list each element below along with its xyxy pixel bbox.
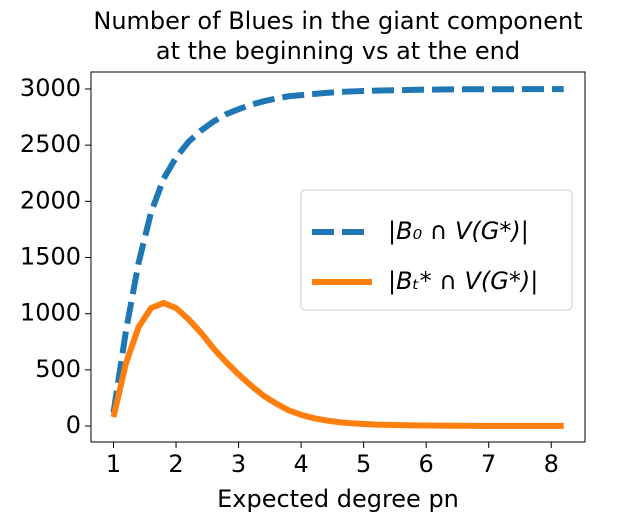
line-series	[110, 299, 564, 429]
plot-frame	[90, 71, 586, 443]
legend-label: |Bₜ* ∩ V(G*)|	[388, 267, 538, 295]
chart-title: Number of Blues in the giant component	[93, 7, 582, 35]
chart-title: at the beginning vs at the end	[156, 37, 520, 65]
x-tick-label: 8	[544, 450, 559, 478]
x-tick-label: 2	[168, 450, 183, 478]
x-tick-label: 7	[481, 450, 496, 478]
legend-label: |B₀ ∩ V(G*)|	[388, 217, 529, 245]
x-axis-label: Expected degree pn	[217, 485, 459, 513]
y-tick-label: 1500	[20, 243, 81, 271]
legend: |B₀ ∩ V(G*)| |Bₜ* ∩ V(G*)|	[300, 189, 573, 311]
y-tick-label: 2000	[20, 186, 81, 214]
x-tick-label: 1	[106, 450, 121, 478]
y-tick-label: 500	[35, 355, 81, 383]
line-series	[110, 86, 564, 414]
x-tick-label: 6	[419, 450, 434, 478]
y-tick-label: 3000	[20, 74, 81, 102]
y-tick-label: 0	[66, 411, 81, 439]
y-tick-label: 1000	[20, 299, 81, 327]
x-tick-label: 4	[293, 450, 308, 478]
y-tick-label: 2500	[20, 130, 81, 158]
x-tick-label: 5	[356, 450, 371, 478]
x-tick-label: 3	[231, 450, 246, 478]
